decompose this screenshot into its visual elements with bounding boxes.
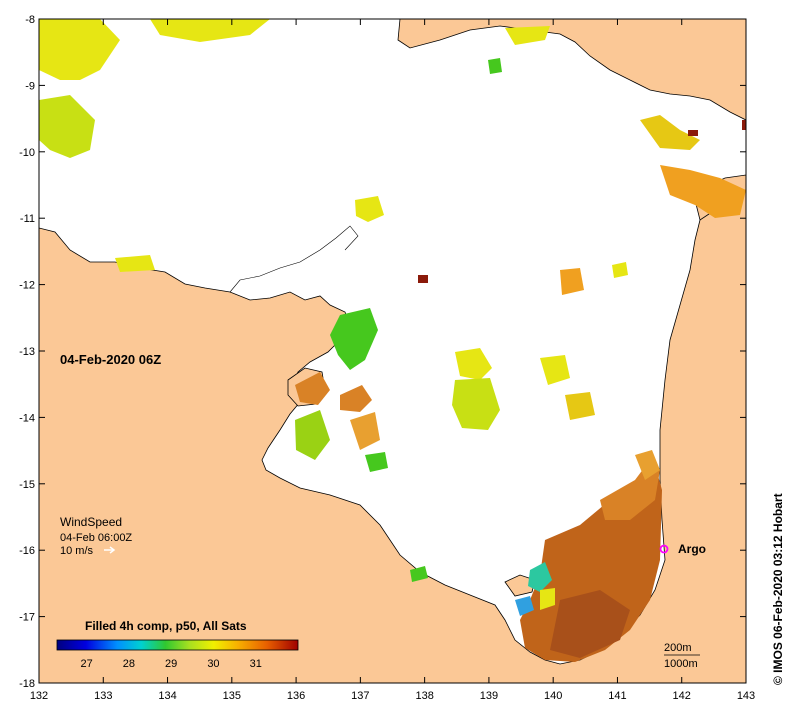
isobath-200: 200m	[664, 642, 692, 654]
colorbar-tick-label: 28	[123, 658, 135, 670]
lon-tick-label: 142	[673, 690, 691, 702]
lon-tick-label: 134	[158, 690, 176, 702]
lat-tick-label: -8	[25, 14, 35, 26]
longitude-axis: 132 133 134 135 136 137 138 139 140 141 142 143	[30, 19, 755, 702]
colorbar-title: Filled 4h comp, p50, All Sats	[85, 619, 247, 633]
timestamp-label: 04-Feb-2020 06Z	[60, 352, 161, 367]
lon-tick-label: 143	[737, 690, 755, 702]
lon-tick-label: 132	[30, 690, 48, 702]
argo-label: Argo	[678, 542, 706, 556]
land-cape-york	[397, 19, 746, 121]
colorbar-tick-label: 31	[250, 658, 262, 670]
colorbar-tick-label: 30	[207, 658, 219, 670]
lat-tick-label: -18	[19, 678, 35, 690]
lon-tick-label: 135	[223, 690, 241, 702]
lat-tick-label: -13	[19, 346, 35, 358]
lat-tick-label: -16	[19, 545, 35, 557]
credit-text: © IMOS 06-Feb-2020 03:12 Hobart	[771, 493, 785, 685]
lat-tick-label: -15	[19, 479, 35, 491]
lat-tick-label: -14	[19, 412, 35, 424]
lon-tick-label: 138	[415, 690, 433, 702]
lat-tick-label: -11	[20, 213, 35, 225]
latitude-axis: -8 -9 -10 -11 -12 -13 -14 -15 -16 -17 -18	[19, 14, 746, 690]
lon-tick-label: 133	[94, 690, 112, 702]
lon-tick-label: 141	[608, 690, 626, 702]
isobath-1000: 1000m	[664, 658, 698, 670]
lon-tick-label: 136	[287, 690, 305, 702]
lat-tick-label: -12	[19, 280, 35, 292]
wind-scale: 10 m/s	[60, 545, 94, 557]
lon-tick-label: 140	[544, 690, 562, 702]
lon-tick-label: 137	[351, 690, 369, 702]
wind-time: 04-Feb 06:00Z	[60, 532, 132, 544]
isobath-legend: 200m 1000m	[664, 642, 700, 670]
argo-marker: Argo	[659, 542, 706, 556]
argo-icon	[659, 544, 669, 554]
lat-tick-label: -17	[19, 612, 35, 624]
colorbar-gradient	[56, 639, 299, 651]
land-northern-territory	[39, 189, 746, 683]
sst-data	[39, 19, 746, 662]
coast-detail	[229, 225, 359, 293]
colorbar: Filled 4h comp, p50, All Sats 27 28 29 30 31	[56, 619, 299, 670]
lon-tick-label: 139	[480, 690, 498, 702]
wind-title: WindSpeed	[60, 515, 122, 529]
lat-tick-label: -9	[25, 80, 35, 92]
colorbar-tick-label: 27	[80, 658, 92, 670]
wind-legend: WindSpeed 04-Feb 06:00Z 10 m/s	[60, 515, 132, 557]
lat-tick-label: -10	[19, 147, 35, 159]
colorbar-tick-label: 29	[165, 658, 177, 670]
